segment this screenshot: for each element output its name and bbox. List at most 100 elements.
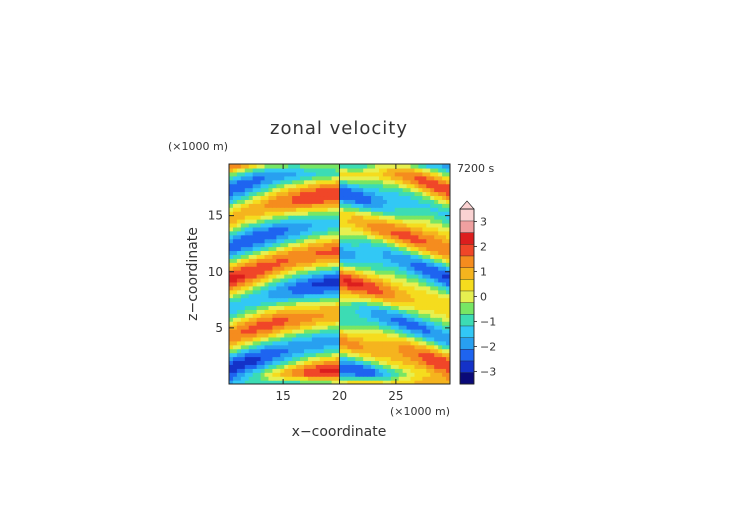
heatmap-cell (378, 219, 384, 224)
heatmap-cell (347, 372, 352, 377)
heatmap-cell (232, 254, 238, 259)
heatmap-cell (264, 250, 270, 255)
heatmap-cell (311, 301, 317, 307)
heatmap-cell (252, 348, 258, 354)
heatmap-cell (390, 262, 396, 267)
heatmap-cell (375, 234, 380, 240)
heatmap-cell (438, 301, 443, 307)
heatmap-cell (351, 356, 356, 362)
heatmap-cell (446, 297, 450, 303)
heatmap-cell (347, 317, 352, 322)
heatmap-cell (426, 372, 431, 377)
heatmap-cell (398, 352, 404, 358)
heatmap-cell (343, 183, 348, 189)
heatmap-cell (307, 238, 313, 244)
heatmap-cell (331, 329, 337, 334)
heatmap-cell (371, 325, 376, 330)
heatmap-cell (307, 175, 313, 181)
heatmap-cell (418, 211, 423, 216)
heatmap-cell (375, 289, 380, 295)
heatmap-cell (442, 325, 447, 330)
heatmap-cell (382, 356, 388, 362)
heatmap-cell (276, 356, 281, 362)
heatmap-cell (276, 175, 281, 181)
heatmap-cell (252, 187, 258, 193)
heatmap-cell (418, 380, 423, 384)
heatmap-cell (371, 183, 376, 189)
heatmap-cell (296, 297, 301, 303)
heatmap-cell (378, 372, 384, 377)
heatmap-cell (232, 317, 238, 322)
heatmap-cell (272, 368, 277, 373)
heatmap-cell (248, 262, 254, 267)
heatmap-cell (292, 297, 297, 303)
heatmap-cell (343, 222, 348, 228)
heatmap-cell (375, 199, 380, 204)
heatmap-cell (280, 222, 285, 228)
heatmap-cell (276, 277, 281, 283)
heatmap-cell (303, 258, 309, 263)
heatmap-cell (319, 250, 325, 255)
heatmap-cell (331, 321, 337, 326)
heatmap-cell (229, 277, 234, 283)
heatmap-cell (288, 164, 293, 169)
heatmap-cell (343, 175, 348, 181)
heatmap-cell (446, 309, 450, 314)
heatmap-cell (252, 258, 258, 263)
heatmap-cell (229, 348, 234, 354)
heatmap-cell (347, 222, 352, 228)
chart-title: zonal velocity (270, 118, 408, 139)
heatmap-cell (418, 242, 423, 248)
heatmap-cell (240, 238, 246, 244)
heatmap-cell (272, 183, 277, 189)
heatmap-cell (418, 258, 423, 263)
heatmap-cell (229, 195, 234, 200)
heatmap-cell (229, 211, 234, 216)
heatmap-cell (236, 242, 242, 248)
heatmap-cell (292, 313, 297, 318)
heatmap-cell (260, 340, 266, 346)
heatmap-cell (284, 325, 289, 330)
heatmap-cell (367, 199, 372, 204)
heatmap-cell (378, 179, 384, 185)
heatmap-cell (363, 372, 368, 377)
heatmap-cell (276, 289, 281, 295)
heatmap-cell (394, 179, 400, 185)
heatmap-cell (367, 203, 372, 208)
heatmap-cell (343, 191, 348, 197)
heatmap-cell (260, 207, 266, 212)
heatmap-cell (343, 274, 348, 279)
heatmap-cell (323, 305, 329, 310)
heatmap-cell (331, 246, 337, 252)
heatmap-cell (232, 360, 238, 365)
heatmap-cell (260, 171, 266, 177)
heatmap-cell (248, 372, 254, 377)
heatmap-cell (371, 195, 376, 200)
heatmap-cell (398, 254, 404, 259)
heatmap-cell (347, 309, 352, 314)
heatmap-cell (307, 360, 313, 365)
colorbar-swatch (459, 220, 475, 233)
heatmap-cell (276, 352, 281, 358)
heatmap-cell (434, 285, 439, 291)
heatmap-cell (359, 211, 364, 216)
heatmap-cell (280, 258, 285, 263)
heatmap-cell (260, 183, 266, 189)
heatmap-cell (300, 321, 305, 326)
heatmap-cell (240, 199, 246, 204)
heatmap-cell (339, 297, 345, 303)
heatmap-cell (284, 246, 289, 252)
heatmap-cell (442, 289, 447, 295)
heatmap-cell (406, 360, 412, 365)
heatmap-cell (288, 321, 293, 326)
heatmap-cell (414, 250, 420, 255)
heatmap-cell (355, 380, 360, 384)
heatmap-cell (327, 191, 333, 197)
heatmap-cell (442, 167, 447, 173)
heatmap-cell (248, 348, 254, 354)
heatmap-cell (382, 266, 388, 271)
heatmap-cell (363, 301, 368, 307)
heatmap-cell (434, 215, 439, 220)
heatmap-cell (232, 203, 238, 208)
